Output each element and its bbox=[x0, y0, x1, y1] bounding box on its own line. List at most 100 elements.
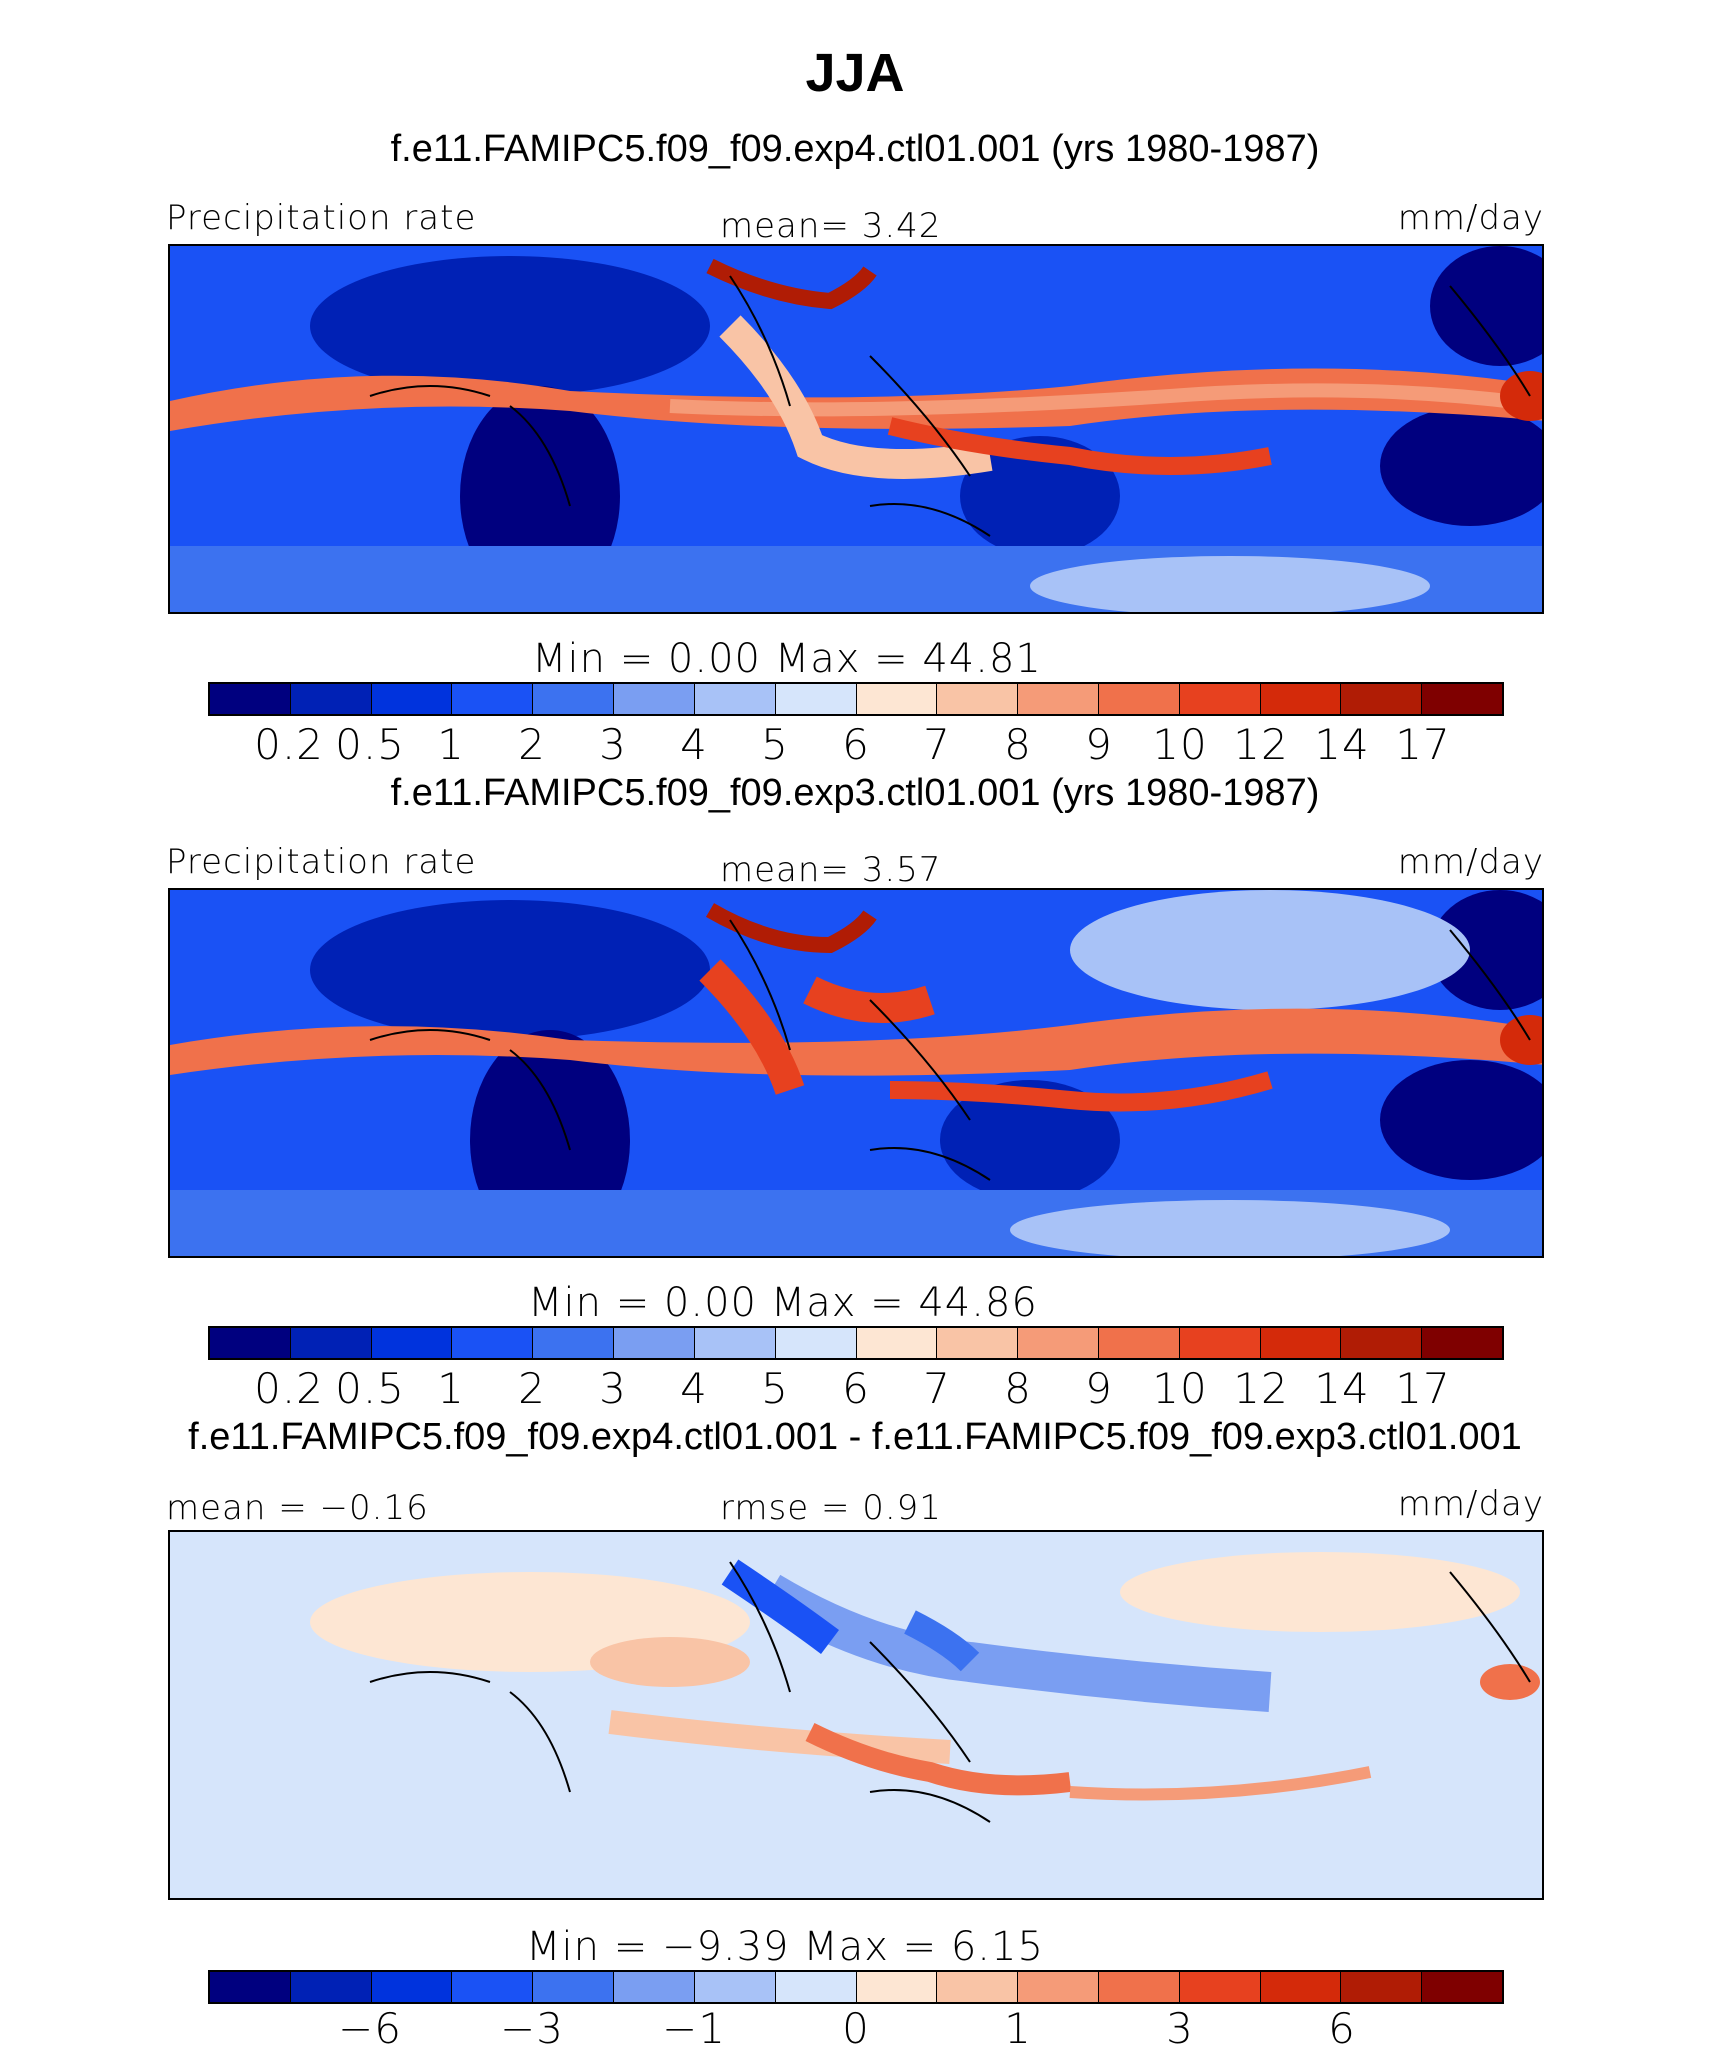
panel-3-case-title: f.e11.FAMIPC5.f09_f09.exp4.ctl01.001 - f… bbox=[188, 1416, 1522, 1458]
colorbar-segment bbox=[210, 1328, 291, 1358]
colorbar-tick-label: 4 bbox=[680, 1364, 708, 1413]
colorbar-tick-label: 6 bbox=[842, 1364, 870, 1413]
colorbar-segment bbox=[452, 1972, 534, 2002]
colorbar-segment bbox=[1422, 1972, 1502, 2002]
colorbar-tick-label: −6 bbox=[338, 2004, 402, 2053]
colorbar-segment bbox=[1179, 684, 1261, 714]
panel-2-map bbox=[168, 888, 1544, 1258]
colorbar-segment bbox=[533, 684, 615, 714]
colorbar-segment bbox=[210, 684, 291, 714]
colorbar-segment bbox=[775, 1328, 857, 1358]
colorbar-tick-label: 8 bbox=[1004, 1364, 1032, 1413]
colorbar-segment bbox=[1098, 1328, 1180, 1358]
colorbar-segment bbox=[614, 1972, 695, 2002]
colorbar-tick-label: 7 bbox=[923, 1364, 951, 1413]
colorbar-segment bbox=[452, 1328, 534, 1358]
colorbar-tick-label: 17 bbox=[1395, 1364, 1451, 1413]
colorbar-tick-label: 1 bbox=[1004, 2004, 1032, 2053]
colorbar-segment bbox=[694, 684, 776, 714]
colorbar-segment bbox=[937, 684, 1019, 714]
colorbar-segment bbox=[614, 1328, 695, 1358]
colorbar-segment bbox=[1422, 684, 1502, 714]
colorbar-tick-label: 2 bbox=[518, 1364, 546, 1413]
colorbar-tick-label: 3 bbox=[1166, 2004, 1194, 2053]
colorbar-segment bbox=[452, 684, 534, 714]
colorbar-segment bbox=[1260, 1328, 1342, 1358]
colorbar-tick-label: 0.5 bbox=[335, 1364, 405, 1413]
panel-1-colorbar-ticks: 0.2 0.5 1 2 3 4 5 6 7 8 9 10 12 14 17 bbox=[0, 720, 1710, 769]
colorbar-segment bbox=[1341, 1972, 1423, 2002]
colorbar-tick-label: 12 bbox=[1233, 720, 1289, 769]
colorbar-tick-label: 4 bbox=[680, 720, 708, 769]
colorbar-segment bbox=[1179, 1328, 1261, 1358]
panel-3-units-label: mm/day bbox=[1397, 1484, 1544, 1524]
figure-title: JJA bbox=[805, 43, 905, 103]
colorbar-segment bbox=[1422, 1328, 1502, 1358]
colorbar-segment bbox=[775, 684, 857, 714]
colorbar-tick-label: 0.2 bbox=[254, 1364, 324, 1413]
colorbar-tick-label: 1 bbox=[437, 1364, 465, 1413]
colorbar-segment bbox=[1018, 1972, 1099, 2002]
colorbar-segment bbox=[1098, 684, 1180, 714]
colorbar-segment bbox=[1260, 1972, 1342, 2002]
colorbar-segment bbox=[371, 1328, 453, 1358]
colorbar-tick-label: −3 bbox=[500, 2004, 564, 2053]
colorbar-tick-label: 14 bbox=[1314, 1364, 1370, 1413]
colorbar-tick-label: 10 bbox=[1152, 1364, 1208, 1413]
colorbar-segment bbox=[371, 1972, 453, 2002]
colorbar-tick-label: 3 bbox=[599, 720, 627, 769]
colorbar-segment bbox=[290, 1972, 372, 2002]
panel-2-case-title: f.e11.FAMIPC5.f09_f09.exp3.ctl01.001 (yr… bbox=[390, 772, 1320, 814]
colorbar-tick-label: 8 bbox=[1004, 720, 1032, 769]
panel-1-variable-label: Precipitation rate bbox=[166, 198, 477, 238]
colorbar-segment bbox=[1018, 1328, 1099, 1358]
panel-3-minmax-label: Min = −9.39 Max = 6.15 bbox=[526, 1924, 1044, 1970]
colorbar-segment bbox=[1341, 1328, 1423, 1358]
colorbar-segment bbox=[614, 684, 695, 714]
panel-2-units-label: mm/day bbox=[1397, 842, 1544, 882]
panel-1-map bbox=[168, 244, 1544, 614]
panel-1-case-title: f.e11.FAMIPC5.f09_f09.exp4.ctl01.001 (yr… bbox=[390, 128, 1320, 170]
panel-3-rmse-label: rmse = 0.91 bbox=[720, 1488, 942, 1528]
colorbar-segment bbox=[1341, 684, 1423, 714]
colorbar-segment bbox=[937, 1972, 1019, 2002]
colorbar-tick-label: 14 bbox=[1314, 720, 1370, 769]
panel-3-colorbar bbox=[208, 1970, 1504, 2004]
colorbar-tick-label: 9 bbox=[1085, 720, 1113, 769]
colorbar-segment bbox=[210, 1972, 291, 2002]
panel-2-colorbar-ticks: 0.2 0.5 1 2 3 4 5 6 7 8 9 10 12 14 17 bbox=[0, 1364, 1710, 1413]
colorbar-tick-label: 6 bbox=[842, 720, 870, 769]
colorbar-segment bbox=[1018, 684, 1099, 714]
colorbar-tick-label: 6 bbox=[1328, 2004, 1356, 2053]
colorbar-tick-label: 17 bbox=[1395, 720, 1451, 769]
colorbar-tick-label: 0.2 bbox=[254, 720, 324, 769]
colorbar-segment bbox=[371, 684, 453, 714]
colorbar-tick-label: 7 bbox=[923, 720, 951, 769]
colorbar-segment bbox=[290, 684, 372, 714]
colorbar-tick-label: 2 bbox=[518, 720, 546, 769]
colorbar-tick-label: 5 bbox=[761, 720, 789, 769]
colorbar-segment bbox=[1260, 684, 1342, 714]
colorbar-segment bbox=[1098, 1972, 1180, 2002]
panel-2-variable-label: Precipitation rate bbox=[166, 842, 477, 882]
colorbar-tick-label: 12 bbox=[1233, 1364, 1289, 1413]
colorbar-segment bbox=[775, 1972, 857, 2002]
colorbar-segment bbox=[856, 1972, 938, 2002]
colorbar-tick-label: 5 bbox=[761, 1364, 789, 1413]
panel-2-colorbar bbox=[208, 1326, 1504, 1360]
panel-1-minmax-label: Min = 0.00 Max = 44.81 bbox=[532, 636, 1042, 682]
panel-3-map bbox=[168, 1530, 1544, 1900]
panel-3-colorbar-ticks: −6 −3 −1 0 1 3 6 bbox=[0, 2004, 1710, 2053]
panel-1-mean-label: mean= 3.42 bbox=[720, 206, 942, 246]
colorbar-segment bbox=[1179, 1972, 1261, 2002]
panel-2-mean-label: mean= 3.57 bbox=[720, 850, 942, 890]
colorbar-tick-label: 10 bbox=[1152, 720, 1208, 769]
colorbar-tick-label: 9 bbox=[1085, 1364, 1113, 1413]
panel-1-colorbar bbox=[208, 682, 1504, 716]
colorbar-tick-label: 1 bbox=[437, 720, 465, 769]
colorbar-segment bbox=[937, 1328, 1019, 1358]
colorbar-segment bbox=[533, 1972, 615, 2002]
panel-2-minmax-label: Min = 0.00 Max = 44.86 bbox=[528, 1280, 1038, 1326]
colorbar-tick-label: 3 bbox=[599, 1364, 627, 1413]
panel-1-units-label: mm/day bbox=[1397, 198, 1544, 238]
